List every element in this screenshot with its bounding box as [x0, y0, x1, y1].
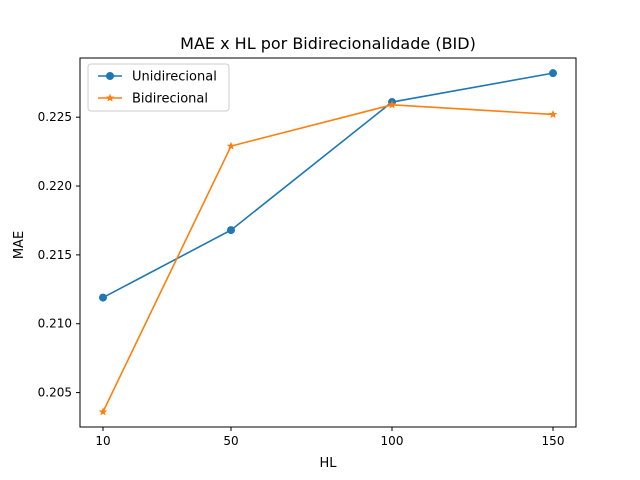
axes-frame	[79, 57, 577, 428]
data-point	[549, 69, 557, 78]
y-tick-label: 0.220	[38, 179, 72, 193]
data-point	[99, 293, 107, 302]
y-tick-label: 0.225	[38, 110, 72, 124]
x-tick-label: 50	[223, 434, 238, 448]
y-tick-label: 0.215	[38, 248, 72, 262]
data-point	[98, 407, 108, 416]
y-axis-label: MAE	[12, 231, 27, 259]
x-tick-label: 10	[95, 434, 110, 448]
data-point	[387, 100, 397, 109]
legend-marker	[106, 72, 114, 80]
x-tick-label: 100	[381, 434, 404, 448]
legend-marker	[105, 93, 115, 102]
series-unidirecional	[99, 69, 557, 302]
x-axis-label: HL	[319, 456, 337, 471]
y-tick-label: 0.205	[38, 386, 72, 400]
y-tick-label: 0.210	[38, 317, 72, 331]
legend: Unidirecional Bidirecional	[87, 63, 230, 112]
legend-box	[87, 63, 230, 112]
legend-label: Bidirecional	[132, 92, 208, 107]
legend-label: Unidirecional	[132, 70, 217, 85]
series-line	[102, 72, 554, 299]
series-bidirecional	[98, 100, 558, 416]
data-point	[548, 109, 558, 119]
chart-title: MAE x HL por Bidirecionalidade (BID)	[180, 34, 476, 53]
series-line	[102, 104, 554, 413]
x-tick-label: 150	[542, 434, 565, 448]
data-point	[227, 226, 235, 235]
plot-area: 0.205 0.210 0.215 0.220 0.225 10 50 100 150	[38, 57, 577, 448]
data-point	[226, 141, 236, 150]
